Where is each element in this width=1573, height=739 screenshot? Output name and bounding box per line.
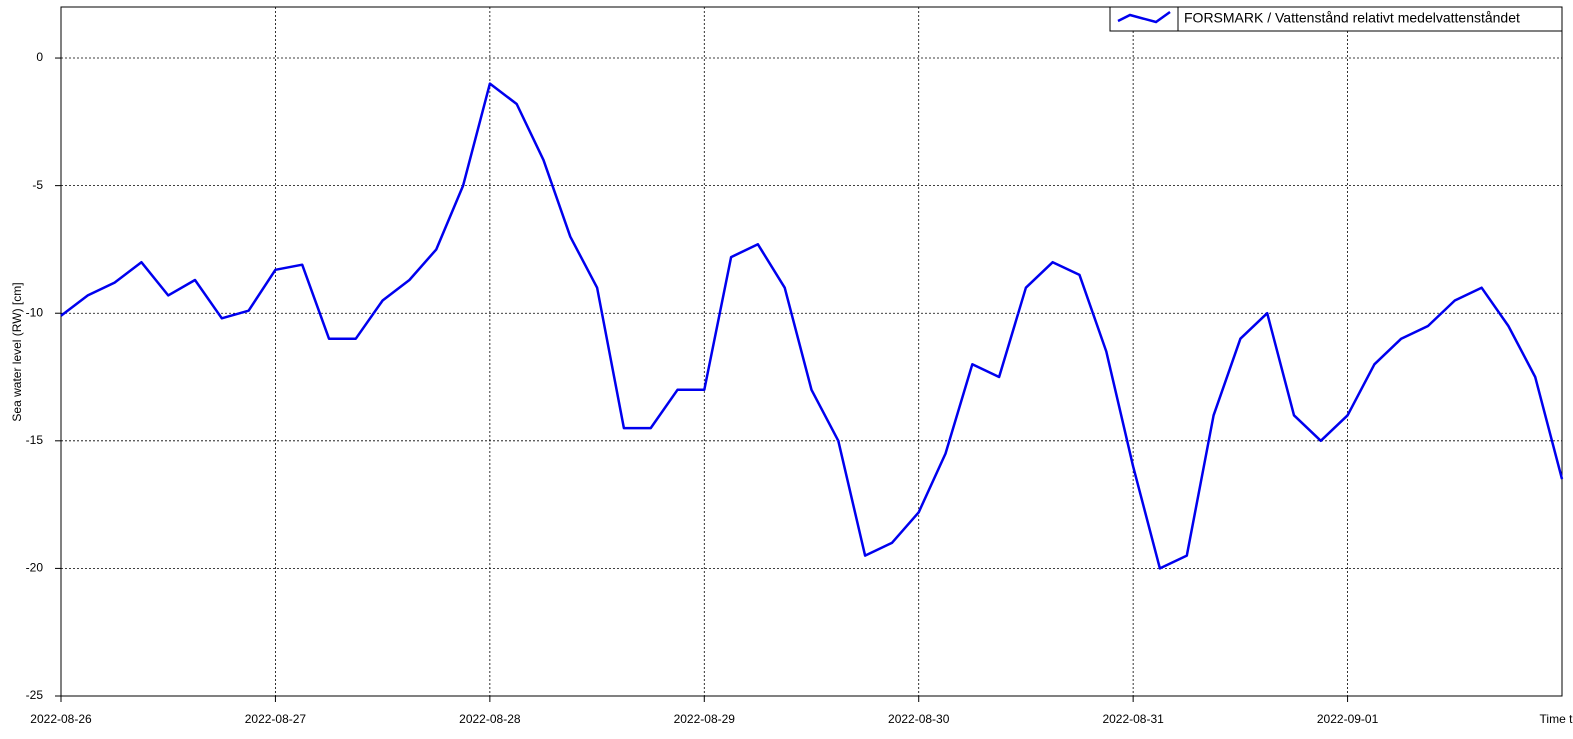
y-tick-label: -15 xyxy=(26,433,44,447)
x-axis-label: Time t xyxy=(1540,712,1573,726)
x-tick-label: 2022-09-01 xyxy=(1317,712,1379,726)
x-tick-label: 2022-08-28 xyxy=(459,712,521,726)
legend-box xyxy=(1109,6,1563,32)
y-tick-label: -25 xyxy=(26,688,44,702)
legend-swatch xyxy=(1117,10,1171,24)
plot-frame xyxy=(60,6,1563,697)
y-tick-label: -20 xyxy=(26,561,44,575)
data-line xyxy=(60,82,1564,570)
legend-label: FORSMARK / Vattenstånd relativt medelvat… xyxy=(1184,10,1520,26)
x-tick-label: 2022-08-31 xyxy=(1102,712,1164,726)
y-tick-label: -5 xyxy=(32,178,43,192)
x-tick-label: 2022-08-29 xyxy=(674,712,736,726)
x-tick-label: 2022-08-30 xyxy=(888,712,950,726)
y-tick-label: 0 xyxy=(36,50,43,64)
y-axis-label: Sea water level (RW) [cm] xyxy=(10,282,24,421)
x-tick-label: 2022-08-26 xyxy=(30,712,92,726)
x-tick-label: 2022-08-27 xyxy=(245,712,307,726)
y-tick-label: -10 xyxy=(26,305,44,319)
